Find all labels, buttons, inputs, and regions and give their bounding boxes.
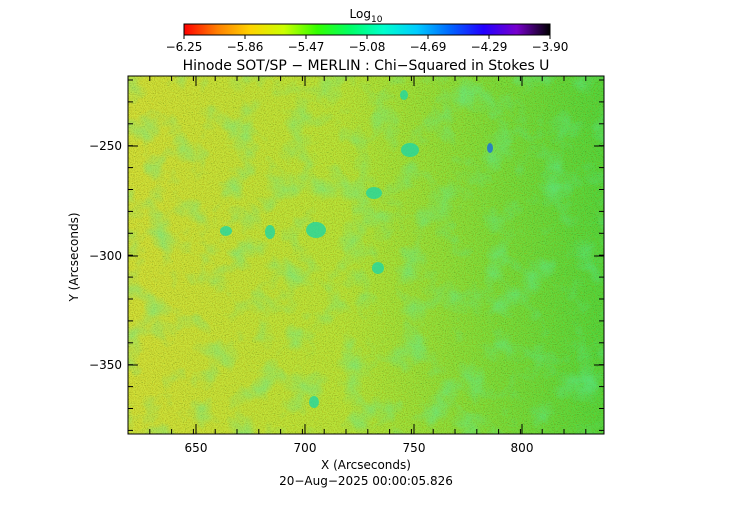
x-tick-label: 650 <box>185 441 208 455</box>
colorbar-label: Log10 <box>350 7 383 25</box>
x-tick-label: 700 <box>294 441 317 455</box>
y-axis-label: Y (Arcseconds) <box>67 212 81 302</box>
x-axis-label: X (Arcseconds) <box>321 458 411 472</box>
colorbar-tick-label: −3.90 <box>532 40 569 54</box>
plot-axes: 650 700 750 800 −250 −300 −350 <box>89 75 605 455</box>
y-ticks: −250 −300 −350 <box>89 79 604 431</box>
colorbar-tick-label: −6.25 <box>166 40 203 54</box>
colorbar-tick-label: −4.29 <box>471 40 508 54</box>
chi-squared-map <box>128 76 604 434</box>
x-tick-label: 800 <box>511 441 534 455</box>
cyan-patches <box>220 90 493 408</box>
y-tick-label: −250 <box>89 139 122 153</box>
timestamp: 20−Aug−2025 00:00:05.826 <box>279 474 453 488</box>
colorbar: Log10 −6.25 −5.86 −5.47 −5.08 −4.69 −4.29 −3.9… <box>166 7 569 54</box>
colorbar-tick-label: −5.47 <box>288 40 325 54</box>
plot-title: Hinode SOT/SP − MERLIN : Chi−Squared in … <box>183 58 550 74</box>
colorbar-tick-label: −5.86 <box>227 40 264 54</box>
y-tick-label: −350 <box>89 358 122 372</box>
x-ticks: 650 700 750 800 <box>127 76 587 455</box>
x-tick-label: 750 <box>403 441 426 455</box>
y-tick-label: −300 <box>89 249 122 263</box>
colorbar-tick-label: −5.08 <box>349 40 386 54</box>
colorbar-gradient <box>183 23 551 36</box>
colorbar-ticks: −6.25 −5.86 −5.47 −5.08 −4.69 −4.29 −3.90 <box>166 35 569 54</box>
colorbar-tick-label: −4.69 <box>410 40 447 54</box>
